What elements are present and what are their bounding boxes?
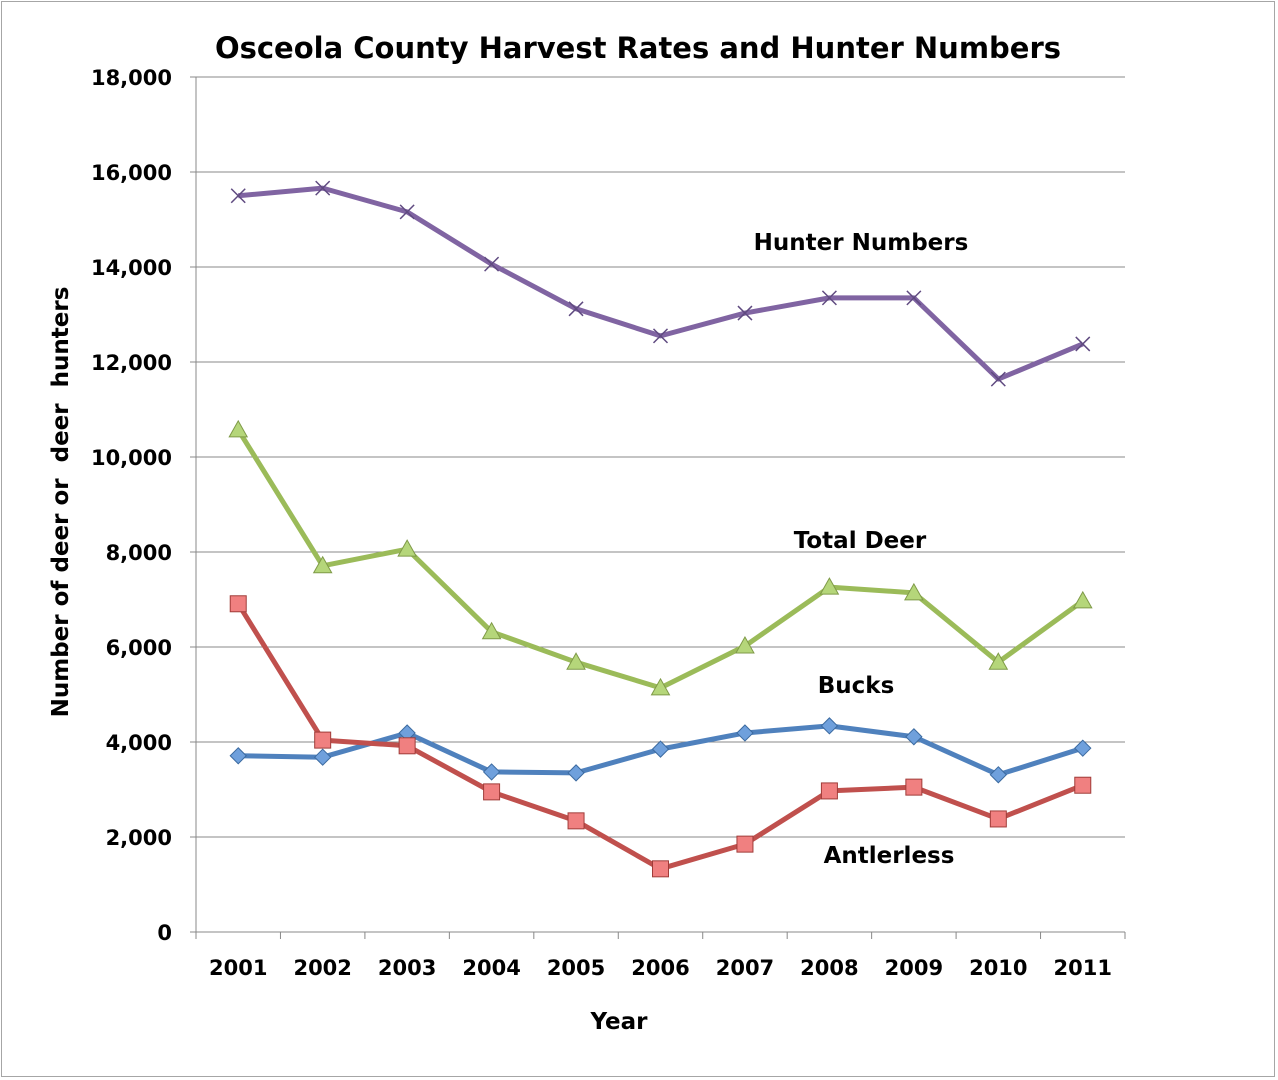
y-tick-label: 4,000 <box>106 731 172 755</box>
y-tick-label: 18,000 <box>91 66 172 90</box>
data-point-diamond <box>1074 739 1092 757</box>
data-point-square <box>736 835 754 853</box>
data-point-triangle <box>735 636 755 654</box>
y-tick-label: 6,000 <box>106 636 172 660</box>
data-point-diamond <box>229 747 247 765</box>
data-point-square <box>989 810 1007 828</box>
data-point-square <box>483 783 501 801</box>
y-tick-label: 10,000 <box>91 446 172 470</box>
x-tick-label: 2007 <box>716 956 774 980</box>
data-point-square <box>820 782 838 800</box>
x-axis-label: Year <box>589 1009 648 1035</box>
data-point-x <box>315 180 331 196</box>
series-line <box>238 185 1084 382</box>
data-point-x <box>906 290 922 306</box>
data-point-triangle <box>650 677 671 696</box>
data-point-x <box>821 290 837 306</box>
x-tick-label: 2005 <box>547 956 605 980</box>
y-tick-label: 12,000 <box>91 351 172 375</box>
data-point-diamond <box>651 740 670 758</box>
series-line <box>236 602 1084 872</box>
y-tick-label: 2,000 <box>106 826 172 850</box>
x-tick-label: 2006 <box>631 956 689 980</box>
data-point-square <box>1074 776 1092 794</box>
data-point-x <box>568 301 584 317</box>
y-tick-label: 0 <box>157 921 172 945</box>
data-point-square <box>652 860 669 878</box>
data-point-diamond <box>567 764 585 782</box>
x-tick-label: 2004 <box>462 956 520 980</box>
data-point-x <box>230 188 246 204</box>
x-tick-label: 2002 <box>293 956 351 980</box>
data-point-triangle <box>566 652 586 670</box>
y-tick-label: 14,000 <box>91 256 172 280</box>
x-tick-label: 2003 <box>378 956 436 980</box>
data-point-triangle <box>1072 590 1093 609</box>
x-tick-label: 2010 <box>969 956 1027 980</box>
data-point-square <box>398 737 416 755</box>
data-point-diamond <box>482 763 501 781</box>
data-point-square <box>567 812 585 830</box>
y-tick-label: 8,000 <box>106 541 172 565</box>
data-point-x <box>990 371 1006 387</box>
data-point-x <box>652 328 669 344</box>
data-point-triangle <box>228 419 249 438</box>
x-tick-label: 2008 <box>800 956 858 980</box>
x-tick-label: 2011 <box>1054 956 1112 980</box>
data-point-square <box>314 731 332 749</box>
data-point-triangle <box>904 582 924 601</box>
series-label: Bucks <box>818 673 895 699</box>
y-axis-label: Number of deer or deer hunters <box>48 287 74 718</box>
data-point-x <box>737 305 753 321</box>
data-point-diamond <box>820 717 839 735</box>
data-point-triangle <box>481 621 502 640</box>
series-label: Hunter Numbers <box>754 230 969 256</box>
data-point-diamond <box>313 748 332 766</box>
data-point-diamond <box>736 724 754 742</box>
data-point-triangle <box>988 652 1009 670</box>
data-point-triangle <box>819 577 840 595</box>
data-point-x <box>484 256 500 272</box>
data-point-x <box>399 204 415 220</box>
series-label: Total Deer <box>794 528 927 554</box>
series-line <box>236 428 1085 691</box>
data-point-x <box>1075 336 1091 352</box>
data-point-triangle <box>312 555 333 574</box>
data-point-square <box>229 595 247 613</box>
data-point-diamond <box>989 766 1008 784</box>
data-point-triangle <box>397 539 417 557</box>
series-label: Antlerless <box>824 843 955 869</box>
data-point-square <box>905 778 923 796</box>
x-tick-label: 2001 <box>209 956 267 980</box>
data-point-diamond <box>905 728 923 746</box>
chart-title: Osceola County Harvest Rates and Hunter … <box>215 31 1061 65</box>
x-tick-label: 2009 <box>885 956 943 980</box>
y-tick-label: 16,000 <box>91 161 172 185</box>
